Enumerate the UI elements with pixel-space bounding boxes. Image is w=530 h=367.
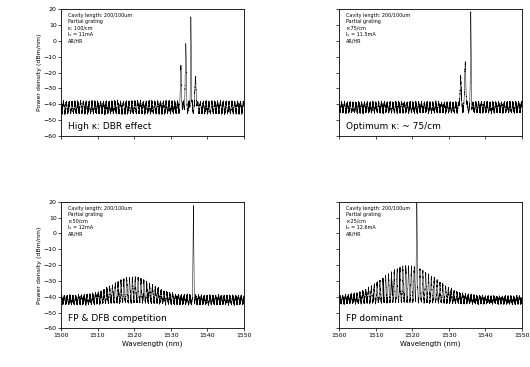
Text: High κ: DBR effect: High κ: DBR effect — [68, 122, 152, 131]
Text: Cavity length: 200/100um
Partial grating
κ: 100/cm
Iₒ = 11mA
AR/HR: Cavity length: 200/100um Partial grating… — [68, 13, 132, 44]
Text: FP & DFB competition: FP & DFB competition — [68, 315, 167, 323]
Text: Cavity length: 200/100um
Partial grating
κ:25/cm
Iₒ = 12.6mA
AR/HR: Cavity length: 200/100um Partial grating… — [347, 206, 411, 236]
Text: Optimum κ: ~ 75/cm: Optimum κ: ~ 75/cm — [347, 122, 441, 131]
Text: FP dominant: FP dominant — [347, 315, 403, 323]
X-axis label: Wavelength (nm): Wavelength (nm) — [122, 341, 183, 347]
X-axis label: Wavelength (nm): Wavelength (nm) — [400, 341, 461, 347]
Y-axis label: Power density (dBm/nm): Power density (dBm/nm) — [37, 226, 42, 304]
Y-axis label: Power density (dBm/nm): Power density (dBm/nm) — [37, 34, 42, 111]
Text: Cavity length: 200/100um
Partial grating
κ:50/cm
Iₒ = 12mA
AR/HR: Cavity length: 200/100um Partial grating… — [68, 206, 132, 236]
Text: Cavity length: 200/100um
Partial grating
κ:75/cm
Iₒ = 11.5mA
AR/HR: Cavity length: 200/100um Partial grating… — [347, 13, 411, 44]
